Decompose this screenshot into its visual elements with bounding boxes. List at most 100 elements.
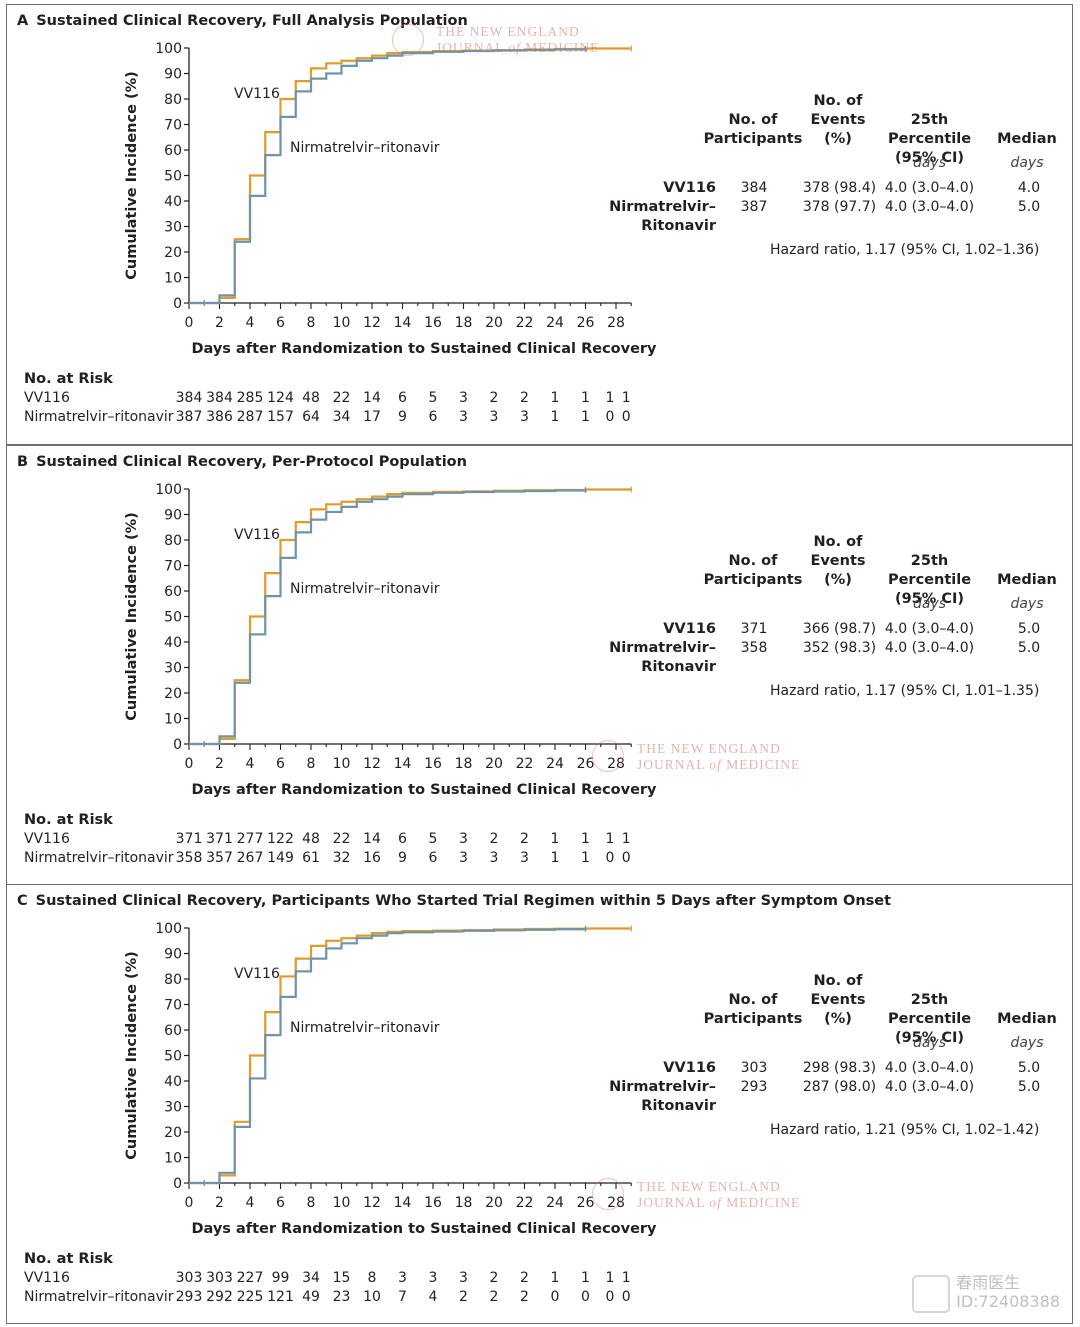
risk-value: 3 xyxy=(459,409,468,425)
risk-value: 2 xyxy=(459,1289,468,1305)
watermark-word: JOURNAL xyxy=(637,757,706,772)
risk-value: 303 xyxy=(206,1270,233,1286)
nirm-curve-label: Nirmatrelvir–ritonavir xyxy=(290,140,440,156)
text-line: Ritonavir xyxy=(641,659,716,675)
header-median: Median xyxy=(997,131,1057,147)
text-line: No. of xyxy=(728,553,778,569)
text-line: (%) xyxy=(824,572,852,588)
text-line: No. of xyxy=(728,992,778,1008)
panel-c: C Sustained Clinical Recovery, Participan… xyxy=(6,884,1073,1324)
risk-value: 5 xyxy=(428,390,438,406)
x-tick-label: 20 xyxy=(485,1195,503,1211)
risk-value: 0 xyxy=(605,850,615,866)
header-percentile: 25th Percentile (95% CI) xyxy=(872,111,987,168)
y-tick-label: 0 xyxy=(173,1176,182,1192)
brand-logo-icon xyxy=(912,1275,951,1313)
y-tick-label: 70 xyxy=(164,118,182,134)
watermark-line2: JOURNAL of MEDICINE xyxy=(637,757,800,773)
risk-value: 2 xyxy=(489,831,499,847)
median-value: 5.0 xyxy=(1017,640,1041,656)
watermark: THE NEW ENGLAND JOURNAL of MEDICINE xyxy=(436,24,599,56)
text-line: 25th Percentile xyxy=(887,553,972,588)
x-tick-label: 24 xyxy=(546,1195,564,1211)
watermark-word: of xyxy=(709,757,722,772)
text-line: (95% CI) xyxy=(894,591,965,607)
risk-value: 14 xyxy=(363,390,381,406)
header-median: Median xyxy=(997,572,1057,588)
x-tick-label: 26 xyxy=(577,756,595,772)
brand-id: ID:72408388 xyxy=(956,1292,1060,1311)
panel-title: A Sustained Clinical Recovery, Full Analy… xyxy=(17,13,468,29)
median-value: 5.0 xyxy=(1017,621,1041,637)
risk-value: 0 xyxy=(550,1289,560,1305)
risk-value: 1 xyxy=(550,831,560,847)
panel-b: B Sustained Clinical Recovery, Per-Protoc… xyxy=(6,445,1073,885)
x-tick-label: 4 xyxy=(246,315,255,331)
risk-value: 17 xyxy=(363,409,381,425)
group-label-vv116: VV116 xyxy=(663,179,716,198)
risk-value: 2 xyxy=(520,1289,529,1305)
risk-row-label-vv116: VV116 xyxy=(24,831,70,847)
text-line: Participants xyxy=(703,1011,803,1027)
risk-value: 225 xyxy=(236,1289,264,1305)
x-tick-label: 10 xyxy=(333,315,351,331)
watermark-line1: THE NEW ENGLAND xyxy=(637,1179,781,1194)
participants-value: 371 xyxy=(740,621,768,637)
percentile-value: 4.0 (3.0–4.0) xyxy=(884,199,975,215)
risk-value: 1 xyxy=(550,409,560,425)
risk-value: 157 xyxy=(267,409,294,425)
watermark-word: JOURNAL xyxy=(436,40,505,55)
text-line: Participants xyxy=(703,572,803,588)
x-tick-label: 4 xyxy=(246,756,255,772)
risk-value: 6 xyxy=(428,409,438,425)
x-tick-label: 8 xyxy=(307,756,316,772)
y-tick-label: 50 xyxy=(164,1049,182,1065)
risk-value: 3 xyxy=(398,1270,407,1286)
y-tick-label: 30 xyxy=(164,220,182,236)
risk-value: 3 xyxy=(459,850,468,866)
y-axis-label: Cumulative Incidence (%) xyxy=(124,951,140,1159)
risk-value: 3 xyxy=(459,1270,468,1286)
header-events: No. of Events (%) xyxy=(803,972,873,1029)
median-value: 4.0 xyxy=(1017,180,1041,196)
x-tick-label: 18 xyxy=(455,756,473,772)
brand-name: 春雨医生 xyxy=(956,1273,1021,1292)
unit-days: days xyxy=(1010,155,1044,171)
y-tick-label: 10 xyxy=(164,1151,182,1167)
y-tick-label: 90 xyxy=(164,67,182,83)
y-tick-label: 50 xyxy=(164,169,182,185)
x-tick-label: 2 xyxy=(215,315,224,331)
risk-value: 1 xyxy=(605,1270,615,1286)
participants-value: 358 xyxy=(740,640,768,656)
y-tick-label: 40 xyxy=(164,194,182,210)
risk-value: 14 xyxy=(363,831,381,847)
text-line: 25th Percentile xyxy=(887,112,972,147)
risk-value: 267 xyxy=(236,850,264,866)
text-line: Ritonavir xyxy=(641,218,716,234)
vv116-curve-label: VV116 xyxy=(234,966,280,982)
risk-value: 4 xyxy=(428,1289,438,1305)
risk-value: 34 xyxy=(302,1270,320,1286)
x-tick-label: 2 xyxy=(215,756,224,772)
watermark: THE NEW ENGLAND JOURNAL of MEDICINE xyxy=(637,741,800,773)
risk-table-title: No. at Risk xyxy=(24,1251,113,1267)
risk-value: 10 xyxy=(363,1289,381,1305)
chart-title: Sustained Clinical Recovery, Full Analys… xyxy=(36,13,468,29)
risk-value: 2 xyxy=(489,1289,499,1305)
panel-letter: C xyxy=(17,893,28,909)
risk-value: 121 xyxy=(267,1289,294,1305)
nirm-curve xyxy=(189,928,587,1185)
brand-watermark: 春雨医生 ID:72408388 xyxy=(912,1273,1060,1313)
y-tick-label: 50 xyxy=(164,610,182,626)
participants-value: 293 xyxy=(740,1079,768,1095)
y-tick-label: 20 xyxy=(164,686,182,702)
risk-row-label-nirm: Nirmatrelvir–ritonavir xyxy=(24,409,174,425)
group-label-vv116: VV116 xyxy=(663,1059,716,1078)
risk-value: 358 xyxy=(175,850,203,866)
percentile-value: 4.0 (3.0–4.0) xyxy=(884,1079,975,1095)
risk-value: 0 xyxy=(621,1289,631,1305)
header-events: No. of Events (%) xyxy=(803,533,873,590)
risk-value: 6 xyxy=(428,850,438,866)
